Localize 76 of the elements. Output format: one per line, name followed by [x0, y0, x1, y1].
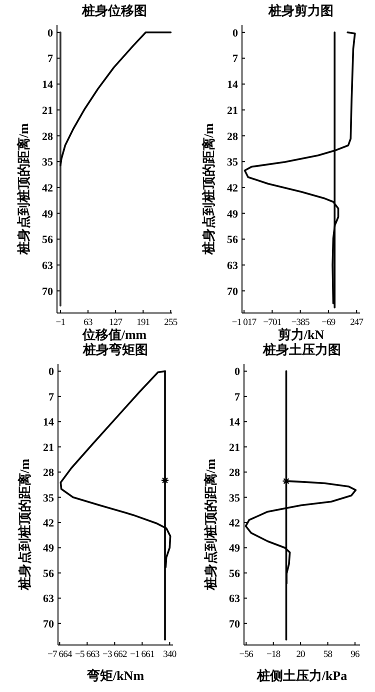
y-tick-label: 21: [42, 104, 53, 117]
y-tick-label: 56: [227, 234, 238, 246]
x-tick-label: 58: [323, 650, 333, 660]
y-tick-label: 0: [48, 27, 54, 40]
x-tick-label: −385: [291, 318, 310, 328]
x-tick-label: 247: [350, 318, 364, 328]
y-tick-label: 7: [48, 53, 54, 66]
y-tick-label: 70: [227, 286, 238, 298]
y-tick-label: 63: [43, 593, 54, 606]
y-tick-label: 14: [42, 79, 54, 92]
chart-title: 桩身位移图: [81, 3, 147, 18]
x-tick-label: 63: [84, 318, 94, 328]
y-tick-label: 70: [42, 286, 54, 298]
x-tick-label: −3 662: [102, 650, 128, 660]
y-tick-label: 7: [48, 391, 54, 404]
y-tick-label: 56: [229, 568, 240, 580]
y-tick-label: 63: [42, 260, 54, 272]
y-tick-label: 70: [229, 618, 240, 630]
x-axis-title: 弯矩/kNm: [86, 668, 144, 683]
y-tick-label: 49: [227, 208, 238, 220]
y-tick-label: 14: [227, 79, 238, 92]
y-tick-label: 7: [232, 53, 238, 66]
y-tick-label: 35: [42, 156, 54, 169]
x-tick-label: 191: [136, 318, 150, 328]
y-axis-title: 桩身点到桩顶的距离/m: [16, 123, 31, 256]
y-tick-label: 14: [229, 416, 240, 429]
y-tick-label: 70: [43, 618, 54, 630]
y-tick-label: 63: [227, 260, 238, 272]
y-tick-label: 63: [229, 593, 240, 606]
x-tick-label: −18: [266, 650, 281, 660]
y-tick-label: 42: [42, 182, 54, 194]
y-tick-label: 0: [48, 366, 54, 378]
x-tick-label: −1 017: [232, 318, 257, 328]
y-tick-label: 28: [42, 130, 54, 143]
y-tick-label: 49: [43, 542, 54, 555]
y-tick-label: 7: [234, 391, 240, 404]
y-tick-label: 49: [42, 208, 54, 220]
y-tick-label: 49: [229, 542, 240, 555]
y-axis-title: 桩身点到桩顶的距离/m: [201, 123, 216, 256]
chart-title: 桩身弯矩图: [82, 342, 148, 357]
x-tick-label: −69: [322, 318, 336, 328]
chart-title: 桩身土压力图: [262, 342, 341, 357]
y-tick-label: 35: [229, 492, 240, 504]
y-tick-label: 35: [43, 492, 54, 504]
x-tick-label: 340: [163, 650, 177, 660]
y-tick-label: 28: [43, 467, 54, 480]
y-tick-label: 35: [227, 156, 238, 169]
x-tick-label: 96: [350, 650, 360, 660]
x-tick-label: −5 663: [74, 650, 100, 660]
y-tick-label: 42: [227, 182, 238, 194]
x-tick-label: −56: [239, 650, 254, 660]
y-tick-label: 42: [229, 518, 240, 530]
y-tick-label: 42: [43, 518, 54, 530]
y-axis-title: 桩身点到桩顶的距离/m: [203, 458, 218, 592]
y-tick-label: 28: [227, 130, 238, 143]
y-tick-label: 21: [43, 442, 54, 454]
chart-title: 桩身剪力图: [268, 3, 334, 18]
y-tick-label: 0: [232, 27, 238, 40]
y-tick-label: 14: [43, 416, 54, 429]
x-tick-label: −701: [263, 318, 282, 328]
x-axis-title: 桩侧土压力/kPa: [256, 668, 348, 683]
x-tick-label: −1: [56, 318, 66, 328]
y-tick-label: 21: [227, 104, 238, 117]
y-tick-label: 21: [229, 442, 240, 454]
x-tick-label: 255: [164, 318, 178, 328]
y-axis-title: 桩身点到桩顶的距离/m: [17, 458, 32, 592]
x-tick-label: −7 664: [47, 650, 72, 660]
x-tick-label: 20: [296, 650, 306, 660]
y-tick-label: 56: [43, 568, 54, 580]
x-tick-label: −1 661: [130, 650, 155, 660]
x-tick-label: 127: [109, 318, 123, 328]
x-axis-title: 位移值/mm: [81, 327, 147, 342]
y-tick-label: 28: [229, 467, 240, 480]
y-tick-label: 0: [234, 366, 240, 378]
x-axis-title: 剪力/kN: [278, 327, 325, 342]
y-tick-label: 56: [42, 234, 54, 246]
